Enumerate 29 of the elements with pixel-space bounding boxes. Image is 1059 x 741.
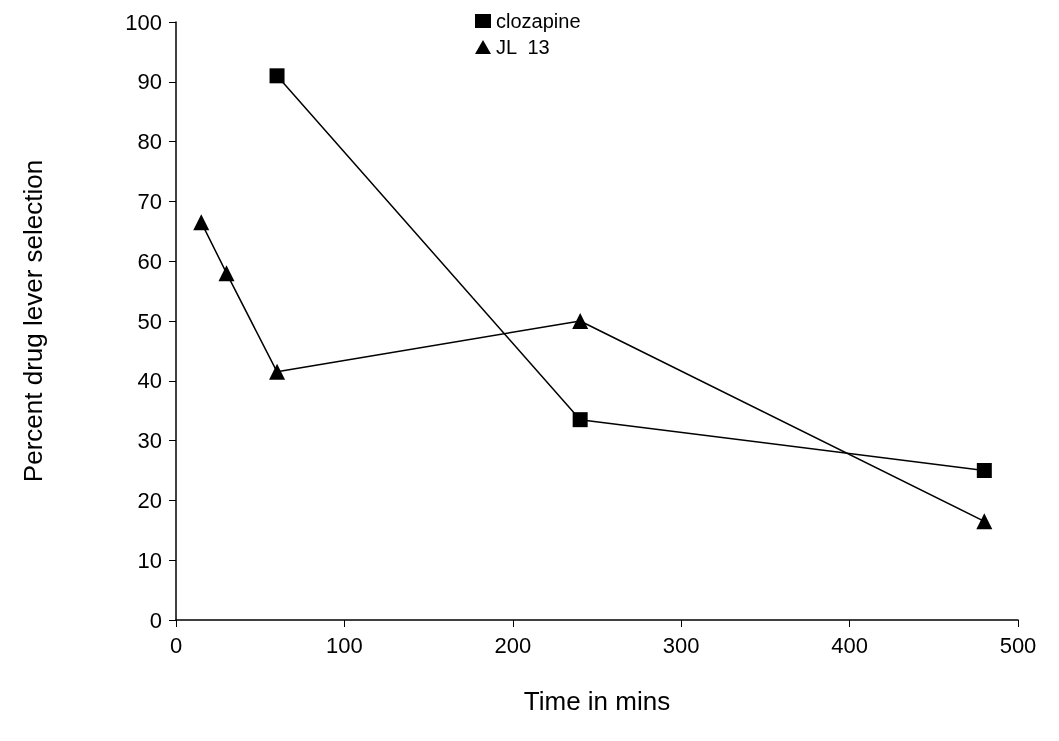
x-tick-label: 400	[831, 632, 868, 658]
point	[976, 513, 993, 530]
y-tick-label: 70	[137, 188, 162, 214]
y-tick-label: 30	[137, 428, 162, 454]
point	[269, 363, 286, 380]
y-tick-label: 0	[149, 607, 162, 633]
x-tick-label: 300	[662, 632, 700, 658]
point	[269, 68, 285, 84]
y-tick-label: 40	[137, 368, 162, 394]
legend-label: clozapine	[496, 10, 581, 32]
y-axis-title: Percent drug lever selection	[18, 159, 48, 483]
x-tick-label: 500	[999, 632, 1037, 658]
x-tick-label: 100	[326, 632, 363, 658]
point	[218, 265, 235, 282]
legend-label: JL 13	[496, 36, 550, 58]
point	[193, 214, 210, 231]
x-tick-label: 200	[494, 632, 532, 658]
point	[572, 412, 588, 428]
x-axis-title: Time in mins	[523, 686, 671, 716]
point	[976, 463, 992, 478]
y-tick-label: 90	[137, 69, 162, 95]
y-tick-label: 60	[137, 248, 162, 274]
y-tick-label: 100	[125, 9, 162, 35]
x-tick-label: 0	[169, 632, 183, 658]
y-tick-label: 10	[137, 547, 162, 573]
y-tick-label: 80	[137, 129, 162, 155]
point	[572, 313, 589, 329]
y-tick-label: 50	[137, 308, 162, 334]
y-tick-label: 20	[137, 487, 162, 513]
